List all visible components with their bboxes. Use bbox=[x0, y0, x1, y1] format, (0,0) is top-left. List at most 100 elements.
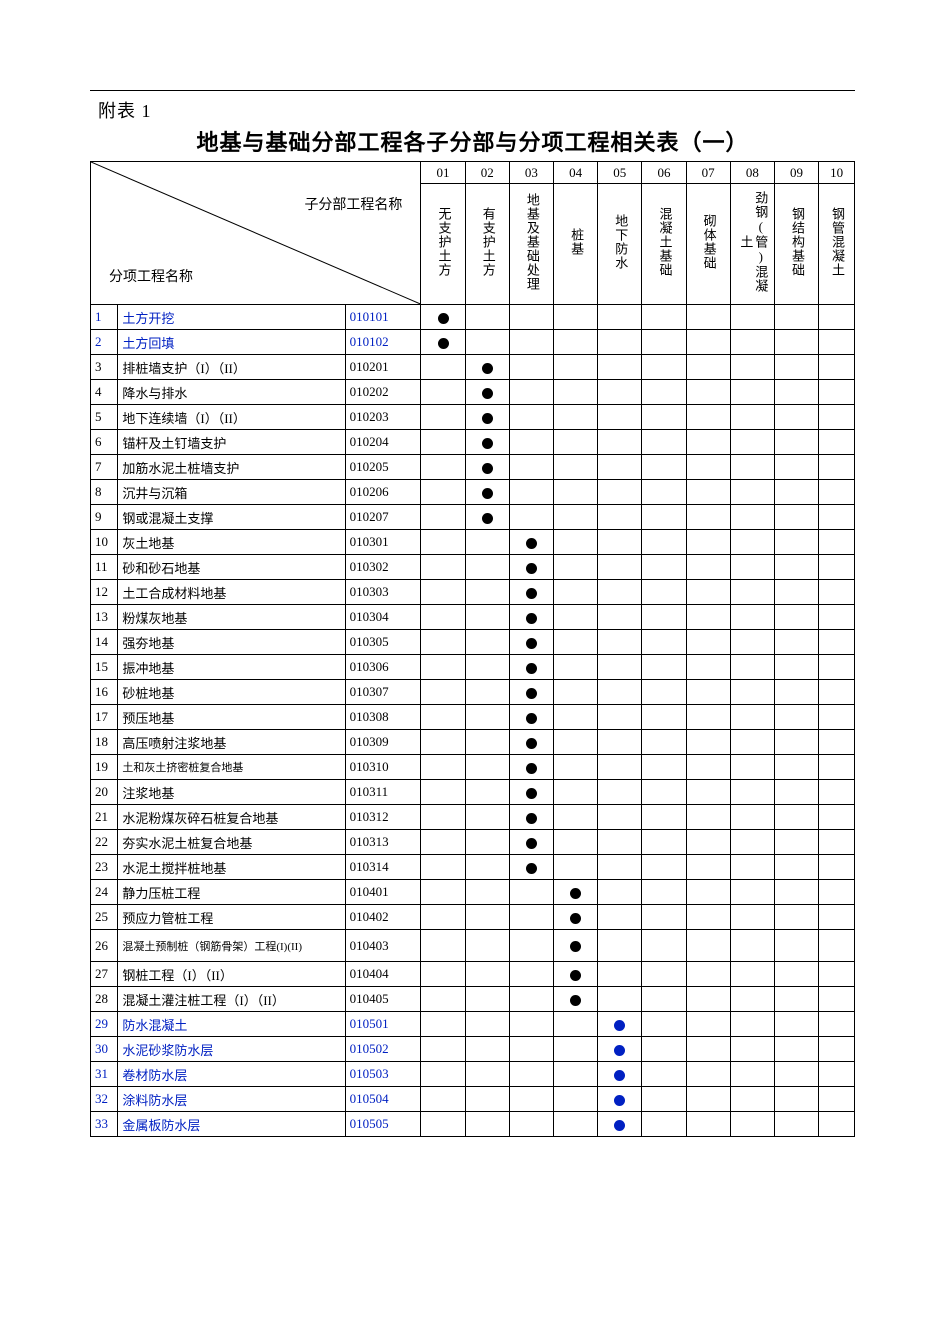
row-index[interactable]: 1 bbox=[91, 305, 118, 330]
mark-cell bbox=[465, 655, 509, 680]
mark-cell bbox=[465, 830, 509, 855]
mark-cell bbox=[554, 555, 598, 580]
table-row: 20注浆地基010311 bbox=[91, 780, 855, 805]
mark-cell bbox=[686, 755, 730, 780]
row-index: 13 bbox=[91, 605, 118, 630]
row-code[interactable]: 010503 bbox=[345, 1062, 421, 1087]
mark-cell bbox=[642, 355, 686, 380]
row-code[interactable]: 010502 bbox=[345, 1037, 421, 1062]
mark-cell bbox=[686, 1087, 730, 1112]
mark-cell bbox=[819, 730, 855, 755]
row-index[interactable]: 2 bbox=[91, 330, 118, 355]
row-name[interactable]: 金属板防水层 bbox=[118, 1112, 345, 1137]
row-code: 010401 bbox=[345, 880, 421, 905]
row-name: 混凝土预制桩（钢筋骨架）工程(I)(II) bbox=[118, 930, 345, 962]
row-code[interactable]: 010505 bbox=[345, 1112, 421, 1137]
row-index: 5 bbox=[91, 405, 118, 430]
row-name[interactable]: 涂料防水层 bbox=[118, 1087, 345, 1112]
row-index: 8 bbox=[91, 480, 118, 505]
mark-cell bbox=[509, 962, 553, 987]
row-name: 土和灰土挤密桩复合地基 bbox=[118, 755, 345, 780]
dot-icon bbox=[526, 838, 537, 849]
mark-cell bbox=[774, 1062, 818, 1087]
mark-cell bbox=[598, 305, 642, 330]
row-name[interactable]: 卷材防水层 bbox=[118, 1062, 345, 1087]
col-num: 06 bbox=[642, 162, 686, 184]
mark-cell bbox=[421, 530, 465, 555]
table-row: 21水泥粉煤灰碎石桩复合地基010312 bbox=[91, 805, 855, 830]
mark-cell bbox=[554, 855, 598, 880]
row-index[interactable]: 33 bbox=[91, 1112, 118, 1137]
row-name: 沉井与沉箱 bbox=[118, 480, 345, 505]
table-row: 5地下连续墙（I）（II）010203 bbox=[91, 405, 855, 430]
mark-cell bbox=[554, 355, 598, 380]
col-label: 地基及基础处理 bbox=[509, 184, 553, 305]
mark-cell bbox=[509, 987, 553, 1012]
diag-label-top: 子分部工程名称 bbox=[304, 194, 402, 214]
mark-cell bbox=[598, 1037, 642, 1062]
row-name[interactable]: 土方回填 bbox=[118, 330, 345, 355]
mark-cell bbox=[509, 1062, 553, 1087]
row-name: 夯实水泥土桩复合地基 bbox=[118, 830, 345, 855]
row-code[interactable]: 010504 bbox=[345, 1087, 421, 1112]
mark-cell bbox=[730, 430, 774, 455]
row-index: 4 bbox=[91, 380, 118, 405]
dot-icon bbox=[482, 463, 493, 474]
row-code: 010203 bbox=[345, 405, 421, 430]
mark-cell bbox=[598, 380, 642, 405]
row-code[interactable]: 010501 bbox=[345, 1012, 421, 1037]
mark-cell bbox=[642, 905, 686, 930]
table-row: 4降水与排水010202 bbox=[91, 380, 855, 405]
row-index: 24 bbox=[91, 880, 118, 905]
table-row: 15振冲地基010306 bbox=[91, 655, 855, 680]
mark-cell bbox=[554, 1037, 598, 1062]
row-code[interactable]: 010101 bbox=[345, 305, 421, 330]
mark-cell bbox=[730, 380, 774, 405]
row-index[interactable]: 30 bbox=[91, 1037, 118, 1062]
row-code[interactable]: 010102 bbox=[345, 330, 421, 355]
mark-cell bbox=[509, 930, 553, 962]
col-label: 混凝土基础 bbox=[642, 184, 686, 305]
diag-label-bottom: 分项工程名称 bbox=[109, 266, 193, 286]
row-index[interactable]: 31 bbox=[91, 1062, 118, 1087]
row-index: 14 bbox=[91, 630, 118, 655]
row-name[interactable]: 土方开挖 bbox=[118, 305, 345, 330]
table-row: 2土方回填010102 bbox=[91, 330, 855, 355]
mark-cell bbox=[554, 780, 598, 805]
mark-cell bbox=[421, 855, 465, 880]
mark-cell bbox=[421, 505, 465, 530]
mark-cell bbox=[819, 930, 855, 962]
dot-icon bbox=[526, 763, 537, 774]
col-num: 02 bbox=[465, 162, 509, 184]
mark-cell bbox=[774, 305, 818, 330]
row-code: 010309 bbox=[345, 730, 421, 755]
mark-cell bbox=[819, 355, 855, 380]
row-name[interactable]: 水泥砂浆防水层 bbox=[118, 1037, 345, 1062]
row-name: 锚杆及土钉墙支护 bbox=[118, 430, 345, 455]
mark-cell bbox=[642, 855, 686, 880]
row-index: 17 bbox=[91, 705, 118, 730]
mark-cell bbox=[465, 1012, 509, 1037]
row-index[interactable]: 32 bbox=[91, 1087, 118, 1112]
row-name[interactable]: 防水混凝土 bbox=[118, 1012, 345, 1037]
mark-cell bbox=[730, 1012, 774, 1037]
table-row: 29防水混凝土010501 bbox=[91, 1012, 855, 1037]
mark-cell bbox=[598, 1087, 642, 1112]
dot-icon bbox=[570, 888, 581, 899]
mark-cell bbox=[730, 580, 774, 605]
mark-cell bbox=[774, 355, 818, 380]
table-row: 32涂料防水层010504 bbox=[91, 1087, 855, 1112]
mark-cell bbox=[642, 1087, 686, 1112]
row-index[interactable]: 29 bbox=[91, 1012, 118, 1037]
table-row: 17预压地基010308 bbox=[91, 705, 855, 730]
mark-cell bbox=[686, 555, 730, 580]
table-row: 19土和灰土挤密桩复合地基010310 bbox=[91, 755, 855, 780]
mark-cell bbox=[642, 555, 686, 580]
mark-cell bbox=[730, 555, 774, 580]
mark-cell bbox=[730, 755, 774, 780]
table-row: 18高压喷射注浆地基010309 bbox=[91, 730, 855, 755]
dot-icon bbox=[482, 513, 493, 524]
mark-cell bbox=[686, 987, 730, 1012]
mark-cell bbox=[509, 1112, 553, 1137]
table-row: 26混凝土预制桩（钢筋骨架）工程(I)(II)010403 bbox=[91, 930, 855, 962]
